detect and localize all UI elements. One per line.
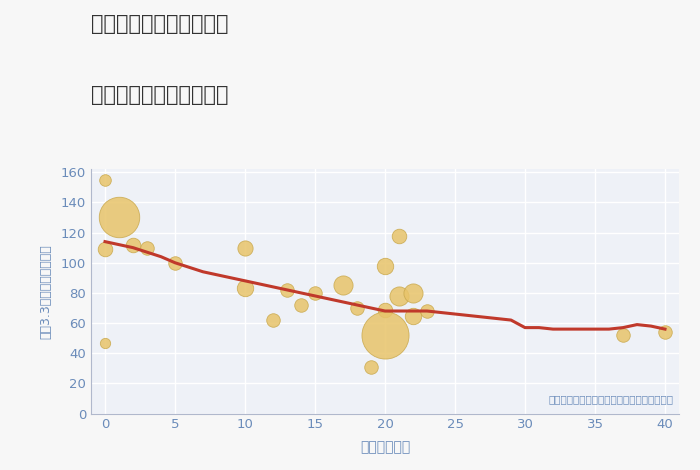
Point: [169, 259, 181, 266]
Point: [365, 363, 377, 370]
Text: 福岡県福岡市西区飯盛の: 福岡県福岡市西区飯盛の: [91, 14, 228, 34]
Point: [99, 176, 111, 183]
Point: [421, 307, 433, 315]
Point: [617, 331, 629, 339]
Point: [141, 244, 153, 251]
Y-axis label: 坤（3.3㎡）単価（万円）: 坤（3.3㎡）単価（万円）: [39, 244, 52, 339]
Point: [337, 282, 349, 289]
Point: [379, 306, 391, 313]
Point: [659, 329, 671, 336]
Point: [407, 289, 419, 297]
Point: [407, 312, 419, 319]
X-axis label: 築年数（年）: 築年数（年）: [360, 440, 410, 454]
Point: [239, 285, 251, 292]
Point: [99, 339, 111, 346]
Point: [239, 244, 251, 251]
Point: [267, 316, 279, 324]
Point: [99, 245, 111, 253]
Point: [393, 292, 405, 300]
Point: [113, 214, 125, 221]
Point: [351, 304, 363, 312]
Text: 築年数別中古戸建て価格: 築年数別中古戸建て価格: [91, 85, 228, 105]
Point: [127, 241, 139, 248]
Point: [309, 289, 321, 297]
Point: [281, 286, 293, 294]
Point: [393, 232, 405, 239]
Text: 円の大きさは、取引のあった物件面積を示す: 円の大きさは、取引のあった物件面積を示す: [548, 394, 673, 404]
Point: [379, 262, 391, 269]
Point: [295, 301, 307, 309]
Point: [379, 331, 391, 339]
